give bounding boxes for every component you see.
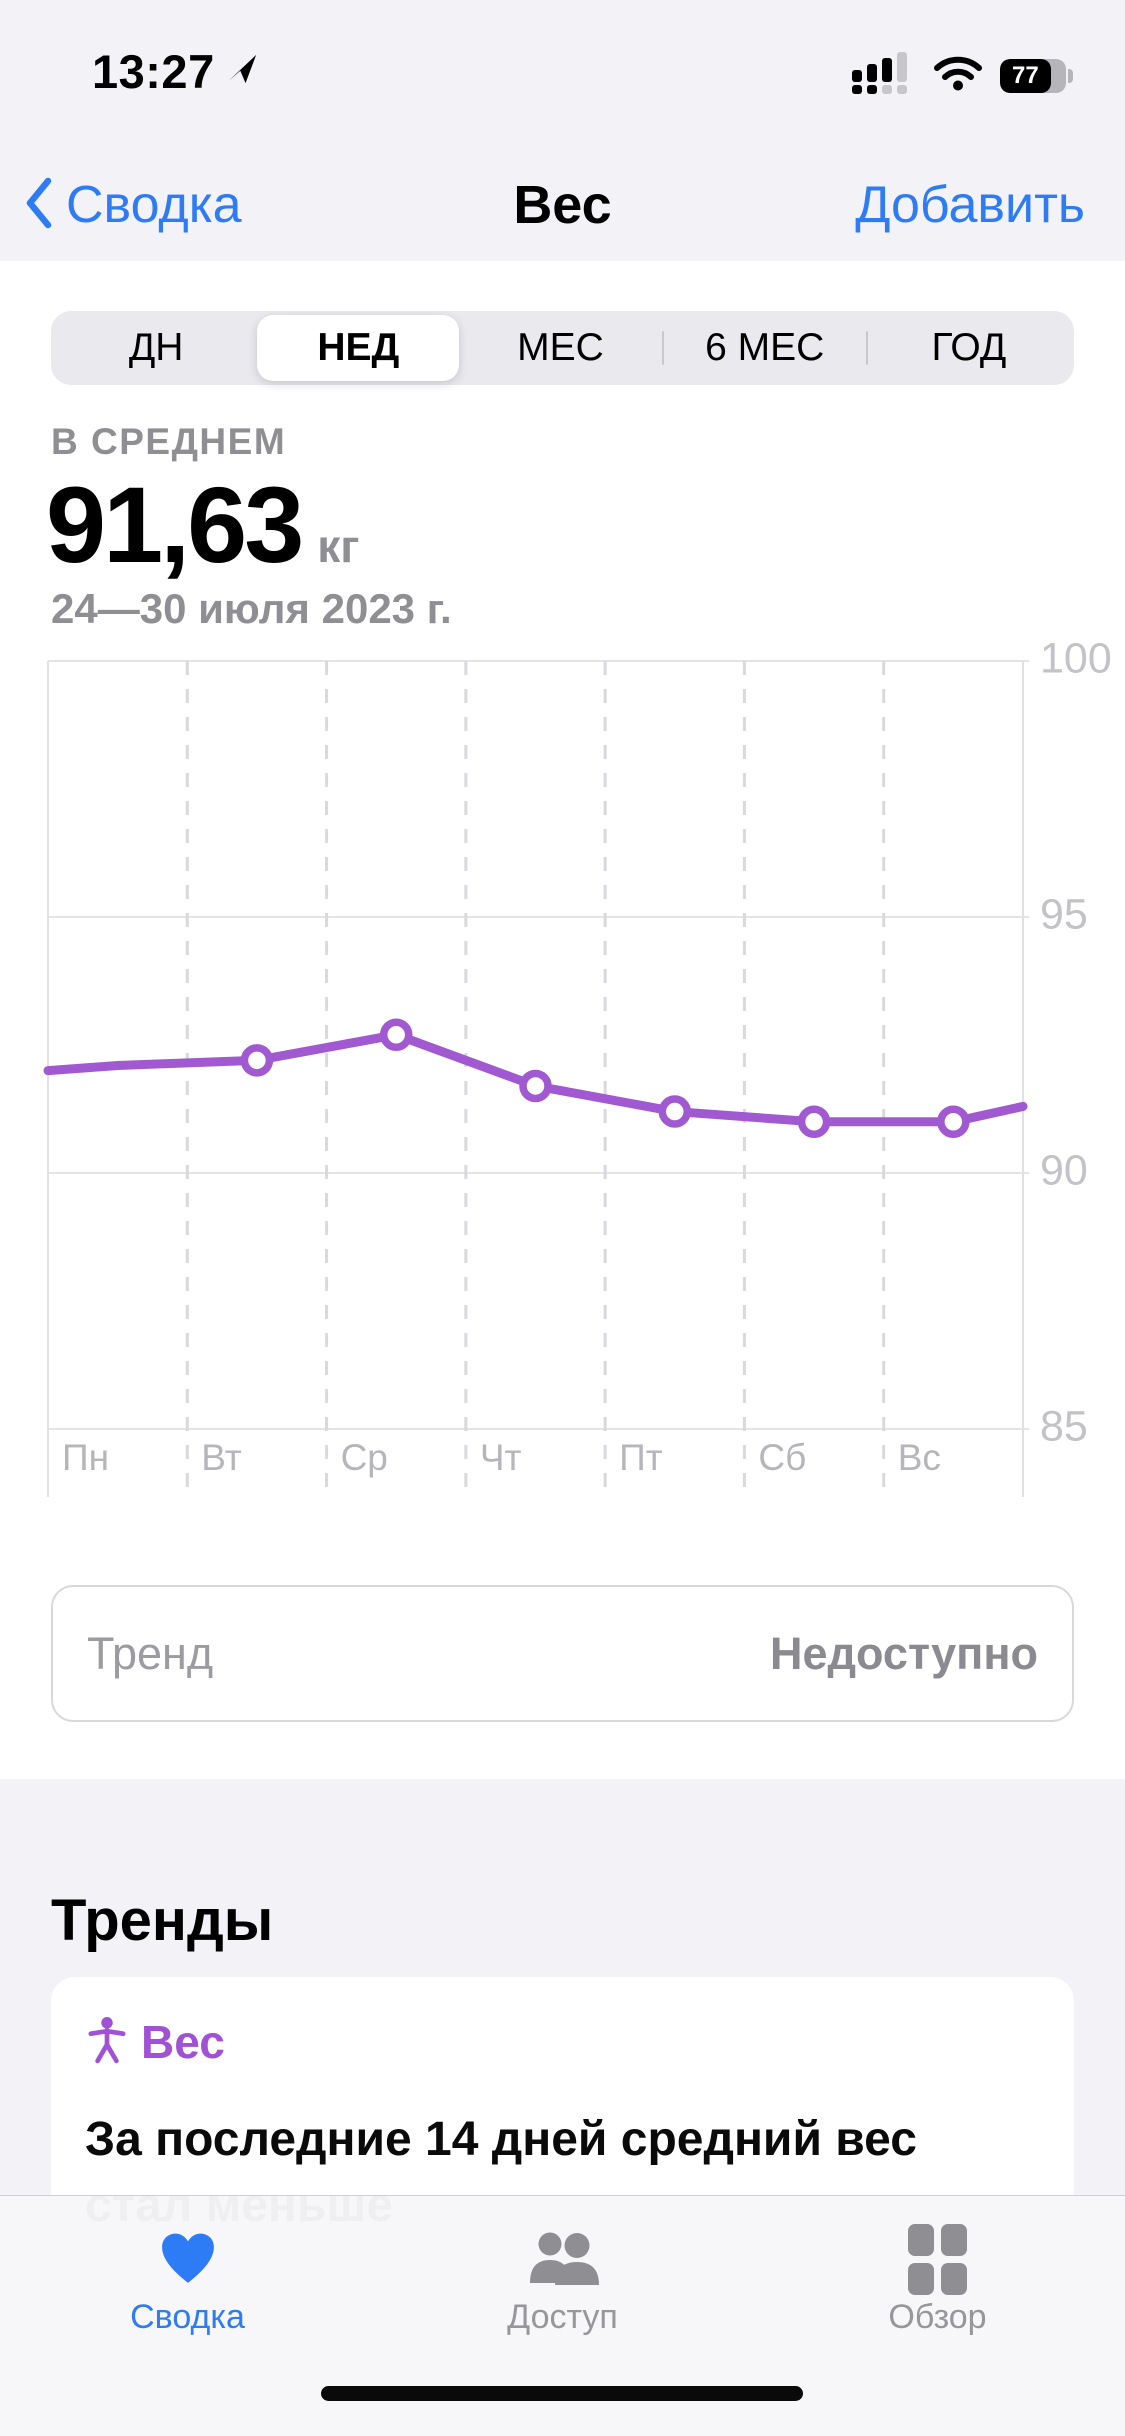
data-point-Вс[interactable] (937, 1105, 970, 1139)
add-button[interactable]: Добавить (855, 176, 1085, 234)
data-point-Пт[interactable] (658, 1095, 692, 1128)
tab-label: Обзор (888, 2298, 987, 2336)
y-tick-85: 85 (1040, 1402, 1088, 1450)
people-icon (523, 2228, 603, 2290)
average-weight-value: 91,63 (46, 464, 304, 585)
x-label-Пн: Пн (62, 1437, 109, 1478)
page-title: Вес (513, 175, 612, 235)
segment-ГОД[interactable]: ГОД (931, 326, 1007, 369)
wifi-icon (934, 55, 982, 96)
summary-value-row: 91,63 кг (46, 462, 359, 587)
heart-icon (159, 2228, 217, 2290)
data-point-Чт[interactable] (519, 1069, 552, 1103)
x-label-Вс: Вс (898, 1437, 941, 1478)
back-button-label: Сводка (66, 176, 242, 234)
trend-value: Недоступно (769, 1627, 1038, 1679)
tab-Обзор[interactable]: Обзор (750, 2196, 1125, 2436)
body-figure-icon (85, 2016, 129, 2069)
weight-chart[interactable]: 100 95 90 85 Пн Вт Ср Чт Пт Сб Вс (0, 0, 1125, 1530)
x-label-Чт: Чт (480, 1437, 522, 1478)
trends-card-category: Вес (141, 2016, 225, 2068)
period-segmented-control: ДН НЕД МЕС 6 МЕС ГОД (51, 311, 1074, 385)
summary-period: 24—30 июля 2023 г. (51, 585, 452, 632)
tab-label: Сводка (130, 2298, 245, 2336)
top-chrome: 13:27 (0, 0, 1125, 261)
location-arrow-icon (225, 52, 259, 91)
y-tick-90: 90 (1040, 1146, 1088, 1194)
weight-unit: кг (317, 520, 360, 572)
trend-label: Тренд (87, 1627, 214, 1679)
back-button[interactable]: Сводка (24, 175, 242, 235)
segment-МЕС[interactable]: МЕС (517, 326, 604, 369)
cellular-signal-icon (852, 52, 916, 99)
tab-Доступ[interactable]: Доступ (375, 2196, 750, 2436)
x-label-Пт: Пт (619, 1437, 663, 1478)
nav-bar: Сводка Вес Добавить (0, 160, 1125, 250)
trends-heading: Тренды (51, 1888, 274, 1953)
tab-bar: Сводка Доступ Обзор (0, 2195, 1125, 2436)
segment-ДН[interactable]: ДН (128, 326, 184, 369)
battery-percent: 77 (1012, 61, 1039, 89)
tab-Сводка[interactable]: Сводка (0, 2196, 375, 2436)
segment-НЕД[interactable]: НЕД (257, 315, 460, 381)
segment-divider (865, 331, 868, 365)
x-label-Вт: Вт (201, 1437, 241, 1478)
home-indicator[interactable] (321, 2386, 803, 2401)
segment-6 МЕС[interactable]: 6 МЕС (705, 326, 825, 369)
y-tick-100: 100 (1040, 634, 1112, 682)
status-bar: 13:27 (0, 0, 1125, 130)
battery-indicator: 77 (1000, 58, 1073, 93)
chevron-left-icon (24, 176, 52, 235)
summary-label: В СРЕДНЕМ (51, 421, 287, 462)
data-point-Сб[interactable] (797, 1105, 831, 1139)
trend-row[interactable]: Тренд Недоступно (51, 1585, 1074, 1722)
status-time: 13:27 (92, 45, 215, 98)
x-label-Сб: Сб (758, 1437, 806, 1478)
grid-icon (908, 2223, 967, 2295)
y-tick-95: 95 (1040, 890, 1088, 938)
data-point-Ср[interactable] (379, 1018, 413, 1052)
data-point-Вт[interactable] (240, 1044, 274, 1077)
tab-label: Доступ (507, 2298, 618, 2336)
segment-divider (661, 331, 664, 365)
x-label-Ср: Ср (341, 1437, 388, 1478)
